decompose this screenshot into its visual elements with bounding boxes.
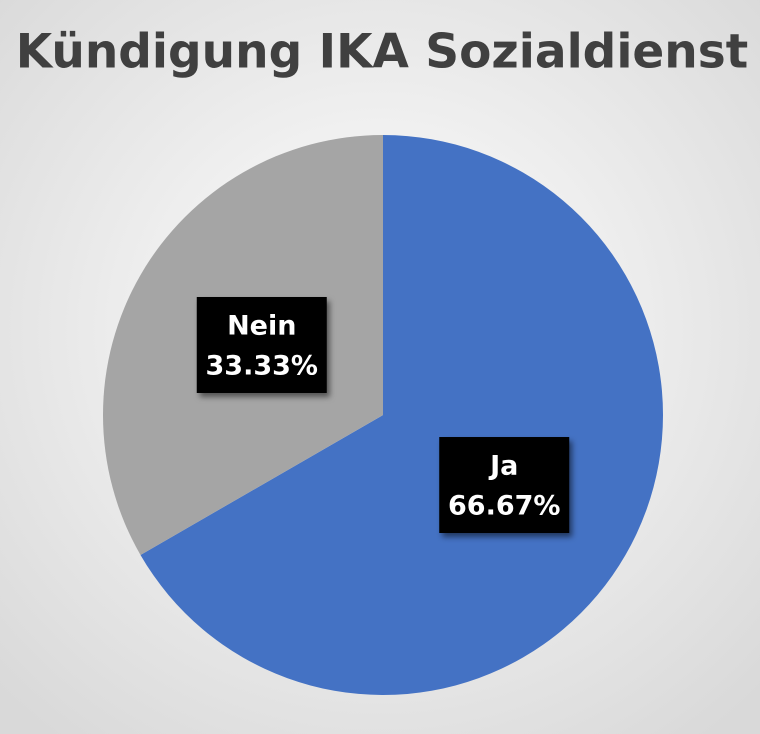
data-label-box <box>196 296 327 393</box>
data-label-category: Nein <box>227 310 296 341</box>
chart-title: Kündigung IKA Sozialdienst <box>16 25 748 80</box>
data-label-category: Ja <box>488 451 518 482</box>
data-label-value: 33.33% <box>206 350 318 381</box>
data-label-value: 66.67% <box>448 491 560 522</box>
data-label-box <box>439 437 570 534</box>
pie-slice <box>140 135 664 696</box>
